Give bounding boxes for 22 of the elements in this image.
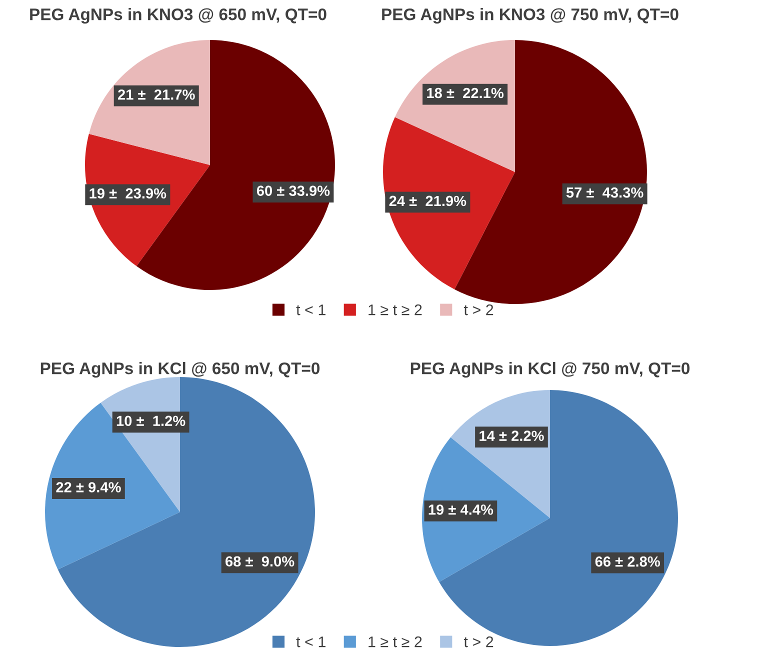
data-label: 14 ± 2.2% bbox=[480, 430, 544, 441]
data-label: 18 ± 22.1% bbox=[427, 88, 504, 98]
chart-title: PEG AgNPs in KCl @ 750 mV, QT=0 bbox=[410, 362, 690, 378]
data-label: 22 ± 9.4% bbox=[56, 482, 121, 492]
chart-title: PEG AgNPs in KCl @ 650 mV, QT=0 bbox=[40, 362, 320, 378]
legend-label: 1 ≥ t ≥ 2 bbox=[368, 636, 422, 648]
data-label: 68 ± 9.0% bbox=[226, 556, 294, 567]
legend-label: 1 ≥ t ≥ 2 bbox=[368, 304, 422, 316]
legend-label: t < 1 bbox=[296, 304, 326, 316]
legend-label: t > 2 bbox=[464, 636, 494, 648]
data-label: 57 ± 43.3% bbox=[566, 187, 644, 198]
data-label: 21 ± 21.7% bbox=[118, 89, 195, 100]
legend-label: t < 1 bbox=[296, 636, 326, 648]
data-label: 60 ± 33.9% bbox=[256, 186, 330, 196]
data-label: 66 ± 2.8% bbox=[595, 556, 660, 567]
data-label: 19 ± 4.4% bbox=[428, 504, 494, 515]
legend-label: t > 2 bbox=[464, 304, 494, 316]
chart-title: PEG AgNPs in KNO3 @ 650 mV, QT=0 bbox=[30, 8, 326, 24]
chart-title: PEG AgNPs in KNO3 @ 750 mV, QT=0 bbox=[382, 8, 678, 24]
data-label: 10 ± 1.2% bbox=[116, 416, 186, 426]
data-label: 24 ± 21.9% bbox=[389, 196, 466, 206]
data-label: 19 ± 23.9% bbox=[90, 188, 166, 199]
